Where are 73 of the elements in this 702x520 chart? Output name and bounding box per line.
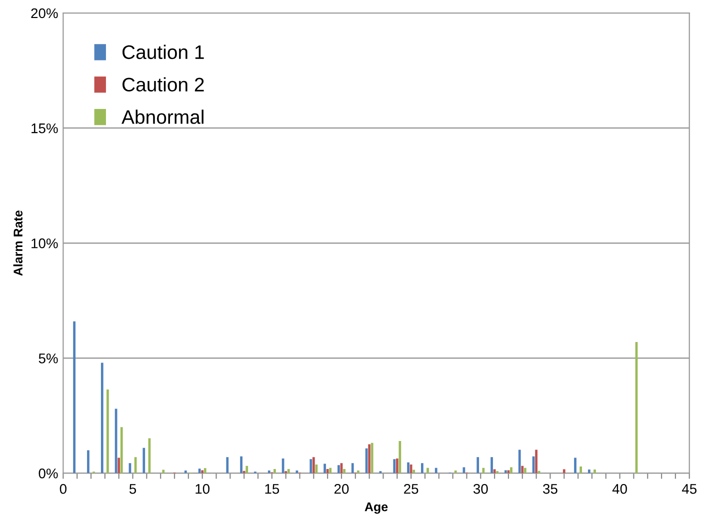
bar <box>329 468 332 474</box>
bar <box>118 458 120 474</box>
x-tick-label: 25 <box>404 484 418 494</box>
bar <box>535 450 538 474</box>
bar <box>204 468 206 474</box>
bar <box>226 457 229 474</box>
bar <box>518 450 521 474</box>
bar <box>476 457 480 474</box>
bar <box>510 467 512 474</box>
bar <box>106 389 109 474</box>
bar <box>521 466 524 474</box>
bar <box>368 444 370 474</box>
bar <box>426 468 429 474</box>
bar <box>310 459 312 474</box>
bar <box>357 470 360 474</box>
bar <box>407 462 410 474</box>
bar <box>343 469 346 474</box>
x-tick-label: 35 <box>543 484 558 494</box>
bar <box>73 321 76 474</box>
bar <box>326 469 329 474</box>
bar <box>412 470 416 474</box>
x-tick-label: 30 <box>473 484 488 494</box>
bar <box>351 463 354 474</box>
bar <box>246 466 248 474</box>
bar <box>268 470 270 474</box>
x-axis-title: Age <box>364 502 388 514</box>
bar <box>454 470 457 474</box>
bar <box>184 470 187 474</box>
bar <box>242 470 246 474</box>
bar <box>538 470 540 474</box>
bar <box>504 470 507 474</box>
bar <box>574 458 576 474</box>
y-tick-label: 10% <box>32 238 58 248</box>
bar <box>274 469 276 474</box>
bar <box>240 456 242 474</box>
x-tick-label: 40 <box>612 484 627 494</box>
bar <box>312 457 315 474</box>
bar <box>594 470 596 474</box>
bar <box>324 464 326 474</box>
bar <box>524 468 526 474</box>
legend-label: Caution 1 <box>122 44 204 60</box>
bar <box>396 458 398 474</box>
y-tick-label: 5% <box>38 354 58 364</box>
x-tick-label: 10 <box>196 484 210 494</box>
bar <box>370 442 374 474</box>
bar <box>482 468 485 474</box>
bar <box>87 450 90 474</box>
bar <box>421 463 424 474</box>
bar <box>398 440 402 474</box>
legend-label: Caution 2 <box>122 77 204 92</box>
y-tick-label: 0% <box>38 468 58 478</box>
y-axis-title: Alarm Rate <box>13 210 22 276</box>
legend-label: Abnormal <box>122 110 204 124</box>
bar <box>338 465 340 474</box>
bar <box>100 362 104 474</box>
bar <box>287 469 290 474</box>
bar <box>142 448 146 474</box>
x-tick-label: 0 <box>60 484 66 494</box>
y-tick-label: 15% <box>32 123 58 134</box>
x-tick-label: 5 <box>129 484 136 494</box>
x-tick-label: 15 <box>265 484 280 494</box>
bar <box>393 459 396 474</box>
bar <box>588 470 590 474</box>
x-tick-label: 20 <box>334 484 349 494</box>
y-tick-label: 20% <box>31 8 58 18</box>
bar <box>562 469 566 474</box>
bar <box>580 466 582 474</box>
bar <box>201 470 204 474</box>
bar <box>162 470 165 474</box>
bar <box>434 468 438 474</box>
bar <box>120 427 123 474</box>
bar <box>490 457 493 474</box>
x-tick-label: 45 <box>682 484 697 494</box>
